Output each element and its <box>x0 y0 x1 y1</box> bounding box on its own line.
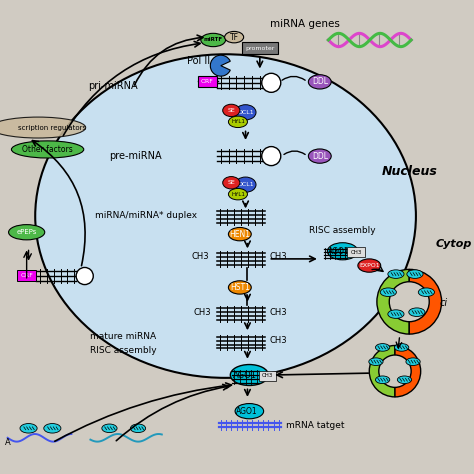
Wedge shape <box>395 346 420 397</box>
FancyBboxPatch shape <box>242 42 278 54</box>
Ellipse shape <box>228 189 247 200</box>
Text: CH3: CH3 <box>269 336 287 345</box>
Text: scription regulators: scription regulators <box>18 125 86 130</box>
Ellipse shape <box>328 243 358 260</box>
Ellipse shape <box>309 149 331 163</box>
FancyBboxPatch shape <box>259 371 276 381</box>
Ellipse shape <box>0 117 86 138</box>
Text: TF: TF <box>229 33 238 42</box>
Ellipse shape <box>223 176 240 189</box>
Text: CH3: CH3 <box>262 374 273 378</box>
Circle shape <box>379 355 411 387</box>
Text: HYL1: HYL1 <box>231 191 245 197</box>
Text: AGO1: AGO1 <box>236 407 257 416</box>
Ellipse shape <box>9 225 45 240</box>
Text: DDL: DDL <box>312 77 328 86</box>
Text: Pol II: Pol II <box>187 56 210 66</box>
Text: CH3: CH3 <box>269 308 287 317</box>
Ellipse shape <box>375 376 390 383</box>
Text: DCL1: DCL1 <box>237 182 254 187</box>
Ellipse shape <box>397 376 411 383</box>
Ellipse shape <box>388 310 404 319</box>
Ellipse shape <box>375 344 390 351</box>
Ellipse shape <box>225 31 244 43</box>
Ellipse shape <box>11 141 84 158</box>
Ellipse shape <box>409 308 425 317</box>
Ellipse shape <box>388 270 404 278</box>
Text: pre-miRNA: pre-miRNA <box>109 151 162 161</box>
Wedge shape <box>377 269 409 334</box>
Text: DCL1: DCL1 <box>237 110 254 115</box>
Text: CH3: CH3 <box>194 308 211 317</box>
Text: AGO1: AGO1 <box>233 371 256 380</box>
Wedge shape <box>409 269 442 334</box>
Text: HST1: HST1 <box>230 283 250 292</box>
Ellipse shape <box>369 358 383 365</box>
Ellipse shape <box>102 424 117 433</box>
Text: AGO1: AGO1 <box>328 247 350 256</box>
Ellipse shape <box>358 259 381 272</box>
Ellipse shape <box>235 105 256 120</box>
Text: miRNA genes: miRNA genes <box>270 19 339 29</box>
Ellipse shape <box>223 104 240 117</box>
FancyBboxPatch shape <box>17 270 36 281</box>
Text: CH3: CH3 <box>269 253 287 262</box>
Text: A: A <box>5 438 10 447</box>
Text: Cytop: Cytop <box>436 239 472 249</box>
Text: ORF: ORF <box>201 79 214 84</box>
Ellipse shape <box>130 424 146 433</box>
Text: ORF: ORF <box>20 273 33 278</box>
Ellipse shape <box>35 54 416 378</box>
Wedge shape <box>369 346 395 397</box>
FancyBboxPatch shape <box>198 76 217 87</box>
Text: SE: SE <box>228 180 235 185</box>
Text: miRTF: miRTF <box>204 37 223 43</box>
Ellipse shape <box>235 403 264 419</box>
Text: HYL1: HYL1 <box>231 119 245 124</box>
Ellipse shape <box>230 365 268 385</box>
Ellipse shape <box>20 424 37 433</box>
FancyBboxPatch shape <box>347 247 365 257</box>
Ellipse shape <box>228 116 247 128</box>
Ellipse shape <box>44 424 61 433</box>
Circle shape <box>262 73 281 92</box>
Text: EXPO1: EXPO1 <box>359 263 380 268</box>
Circle shape <box>262 146 281 165</box>
Ellipse shape <box>228 281 251 294</box>
Text: mature miRNA: mature miRNA <box>91 332 156 341</box>
Text: ci: ci <box>440 299 448 309</box>
Text: RISC assembly: RISC assembly <box>310 226 376 235</box>
Circle shape <box>76 267 93 284</box>
Text: CH3: CH3 <box>350 250 362 255</box>
Text: Nucleus: Nucleus <box>381 165 437 178</box>
Ellipse shape <box>406 358 420 365</box>
Text: miRNA/miRNA* duplex: miRNA/miRNA* duplex <box>95 210 197 219</box>
Text: mRNA tatget: mRNA tatget <box>285 421 344 430</box>
Ellipse shape <box>394 344 409 351</box>
Circle shape <box>389 282 429 322</box>
Text: CH3: CH3 <box>192 253 210 262</box>
Text: DDL: DDL <box>312 152 328 161</box>
Text: RISC assembly: RISC assembly <box>91 346 157 355</box>
Ellipse shape <box>228 228 251 241</box>
Ellipse shape <box>235 177 256 192</box>
Ellipse shape <box>380 288 396 296</box>
Text: promoter: promoter <box>245 46 274 51</box>
Ellipse shape <box>309 75 331 89</box>
Ellipse shape <box>407 270 423 278</box>
Wedge shape <box>210 55 230 76</box>
Text: pri-miRNA: pri-miRNA <box>89 81 138 91</box>
Text: ePEPs: ePEPs <box>17 229 37 235</box>
Text: SE: SE <box>228 108 235 113</box>
Ellipse shape <box>201 33 226 46</box>
Text: Other factors: Other factors <box>22 145 73 154</box>
Text: HEN1: HEN1 <box>229 229 250 238</box>
Ellipse shape <box>418 288 435 296</box>
